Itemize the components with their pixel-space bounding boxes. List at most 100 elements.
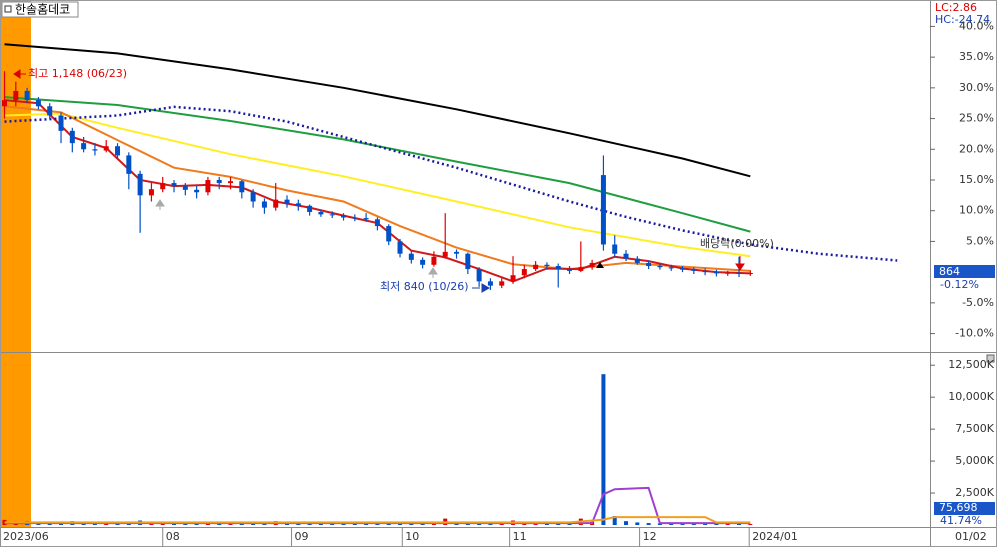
candle-body — [476, 269, 482, 282]
y-tick-label: 35.0% — [959, 50, 994, 63]
high-annotation: 최고 1,148 (06/23) — [28, 67, 127, 80]
volume-bar — [646, 523, 651, 525]
x-tick-label: 10 — [405, 530, 419, 543]
y-tick-label: -10.0% — [955, 327, 994, 340]
average-line — [4, 96, 751, 233]
panel-icon — [986, 354, 995, 363]
candle-body — [329, 214, 335, 216]
title-box — [1, 1, 79, 18]
candle-body — [736, 272, 742, 274]
candle-body — [702, 270, 708, 273]
candle-body — [600, 175, 606, 245]
candle-body — [261, 201, 267, 208]
volume-bar — [624, 521, 629, 525]
volume-bar — [612, 516, 617, 525]
candle-body — [646, 262, 652, 266]
candle-body — [657, 265, 663, 268]
y-tick-label: 2,500K — [955, 486, 994, 499]
candle-body — [691, 269, 697, 271]
volume-bar — [172, 523, 177, 525]
candle-body — [555, 265, 561, 270]
candle-body — [69, 130, 75, 144]
candle-body — [533, 264, 539, 270]
volume-bar — [341, 523, 346, 525]
volume-bar — [318, 523, 323, 525]
y-tick-label: 12,500K — [948, 358, 994, 371]
candle-body — [81, 143, 87, 150]
candle-body — [510, 275, 516, 282]
x-tick-label: 12 — [643, 530, 657, 543]
x-tick-label: 09 — [295, 530, 309, 543]
candle-body — [194, 189, 200, 193]
volume-bar — [725, 523, 730, 525]
hc-label: HC:-24.74 — [935, 13, 990, 26]
candle-body — [2, 100, 8, 107]
candle-body — [284, 199, 290, 204]
candle-body — [205, 179, 211, 193]
volume-bar — [657, 523, 662, 525]
candle-body — [295, 203, 301, 206]
candle-body — [374, 219, 380, 227]
x-tick-label: 08 — [166, 530, 180, 543]
volume-bar — [420, 523, 425, 525]
candle-body — [171, 183, 177, 187]
y-tick-label: -5.0% — [962, 296, 994, 309]
y-tick-label: 25.0% — [959, 112, 994, 125]
candle-body — [216, 179, 222, 184]
candle-body — [126, 155, 132, 174]
candle-body — [465, 253, 471, 270]
volume-bar — [691, 523, 696, 525]
candle-body — [634, 258, 640, 263]
candle-body — [544, 264, 550, 266]
candle-body — [408, 253, 414, 260]
average-line — [4, 516, 751, 524]
x-tick-label: 2023/06 — [3, 530, 49, 543]
y-tick-label: 20.0% — [959, 142, 994, 155]
ex-dividend-arrow — [735, 256, 745, 271]
lc-label: LC:2.86 — [935, 1, 977, 14]
low-arrow — [472, 283, 491, 293]
y-tick-label: 5,000K — [955, 454, 994, 467]
volume-bar — [714, 523, 719, 525]
candle-body — [713, 272, 719, 274]
candle-body — [273, 199, 279, 208]
y-tick-label: 5.0% — [966, 234, 994, 247]
candle-body — [589, 262, 595, 268]
plot-layer — [2, 43, 898, 525]
volume-bar — [352, 523, 357, 525]
y-tick-label: 10.0% — [959, 204, 994, 217]
volume-bar — [680, 523, 685, 525]
volume-bar — [669, 523, 674, 525]
y-tick-label: 30.0% — [959, 81, 994, 94]
candle-body — [725, 272, 731, 274]
candle-body — [442, 251, 448, 257]
volume-bar — [567, 523, 572, 525]
candle-body — [160, 183, 166, 190]
candle-body — [352, 217, 358, 219]
candle-body — [35, 100, 41, 107]
average-line — [4, 105, 751, 272]
candle-body — [228, 181, 234, 184]
volume-bar — [296, 523, 301, 525]
candle-body — [623, 253, 629, 259]
candle-body — [103, 146, 109, 151]
volume-bar — [748, 523, 753, 525]
current-volume: 75,698 — [939, 501, 978, 514]
candle-body — [431, 256, 437, 265]
candle-body — [612, 244, 618, 254]
candle-body — [386, 226, 392, 242]
current-change: -0.12% — [940, 278, 979, 291]
candle-body — [318, 211, 324, 215]
candle-body — [239, 181, 245, 193]
candle-body — [363, 218, 369, 220]
volume-bar — [409, 523, 414, 525]
high-arrow — [13, 69, 26, 79]
volume-bar — [635, 522, 640, 525]
candle-body — [307, 205, 313, 212]
candle-body — [397, 241, 403, 254]
candle-body — [668, 267, 674, 269]
candle-body — [47, 106, 53, 116]
current-price: 864 — [939, 265, 960, 278]
